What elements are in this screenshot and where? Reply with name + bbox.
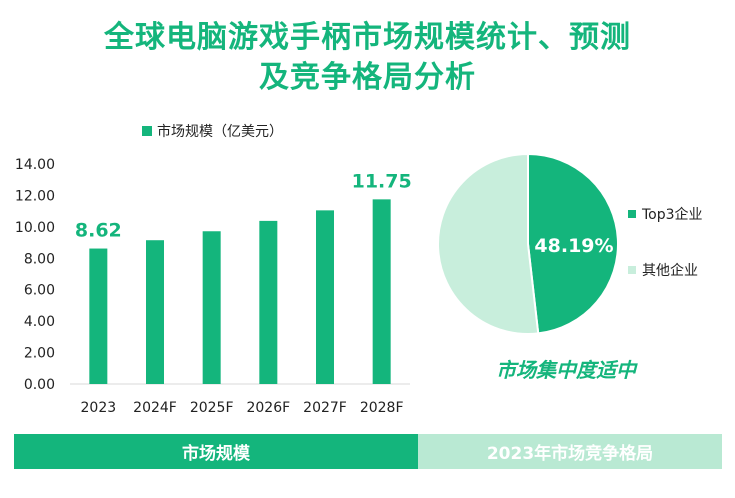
x-tick-label: 2028F <box>360 400 404 416</box>
y-tick-label: 8.00 <box>24 251 55 267</box>
pie-label-top3: 48.19% <box>534 235 613 257</box>
x-tick-label: 2027F <box>303 400 347 416</box>
data-label-2028F: 11.75 <box>352 170 412 192</box>
bottom-label-left: 市场规模 <box>14 434 418 469</box>
pie-legend-label-others: 其他企业 <box>642 263 698 279</box>
y-tick-label: 12.00 <box>15 188 55 204</box>
pie-legend-swatch-others <box>628 266 636 274</box>
y-tick-label: 2.00 <box>24 346 55 362</box>
title-line-1: 全球电脑游戏手柄市场规模统计、预测 <box>104 20 631 55</box>
bar-2023 <box>89 248 108 384</box>
bar-2027F <box>316 210 334 384</box>
bar-chart: 0.00 2.00 4.00 6.00 8.00 10.00 12.00 14.00 2023 2… <box>15 157 412 416</box>
bar-2028F <box>372 199 391 384</box>
pie-legend-top3: Top3企业 <box>628 204 703 224</box>
x-tick-label: 2023 <box>81 400 117 416</box>
y-tick-label: 0.00 <box>24 377 55 393</box>
x-tick-label: 2025F <box>190 400 234 416</box>
y-tick-label: 14.00 <box>15 157 55 173</box>
pie-slice-top3 <box>527 152 619 335</box>
x-tick-label: 2026F <box>246 400 290 416</box>
pie-note: 市场集中度适中 <box>496 358 636 382</box>
y-tick-label: 4.00 <box>24 314 55 330</box>
bar-legend-label: 市场规模（亿美元） <box>157 124 283 140</box>
bar-2026F <box>259 220 278 384</box>
bar-2025F <box>202 231 221 384</box>
pie-legend-swatch-top3 <box>628 210 636 218</box>
bar-legend: 市场规模（亿美元） <box>142 121 283 141</box>
pie-legend-label-top3: Top3企业 <box>642 207 703 223</box>
pie-slice-others <box>437 152 540 335</box>
pie-legend-others: 其他企业 <box>628 260 698 280</box>
y-tick-label: 10.00 <box>15 220 55 236</box>
bottom-label-right: 2023年市场竞争格局 <box>418 434 722 469</box>
title-line-2: 及竞争格局分析 <box>259 60 476 95</box>
x-tick-label: 2024F <box>133 400 177 416</box>
bottom-bar: 市场规模 2023年市场竞争格局 <box>14 434 722 469</box>
pie-chart: 48.19% <box>437 152 619 335</box>
y-tick-label: 6.00 <box>24 283 55 299</box>
chart-title: 全球电脑游戏手柄市场规模统计、预测 及竞争格局分析 <box>0 18 735 98</box>
data-label-2023: 8.62 <box>75 220 122 242</box>
bar-legend-swatch <box>142 126 152 136</box>
bar-2024F <box>146 240 164 384</box>
